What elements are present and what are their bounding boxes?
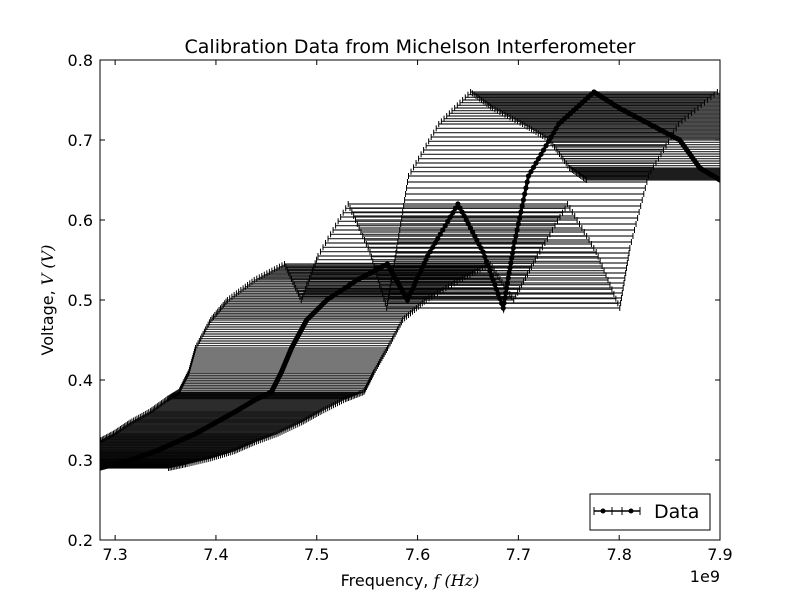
legend-marker	[593, 507, 641, 515]
x-axis-label-text: Frequency,	[341, 571, 434, 590]
legend-box	[589, 493, 711, 531]
x-offset-label: 1e9	[690, 567, 720, 586]
y-tick-label: 0.3	[68, 451, 93, 470]
data-line	[100, 90, 720, 470]
y-tick-label: 0.2	[68, 531, 93, 550]
x-axis-label: Frequency, f (Hz)	[341, 571, 480, 590]
legend: Data	[589, 493, 711, 531]
y-axis-label: Voltage, V (V)	[38, 245, 57, 356]
chart-title: Calibration Data from Michelson Interfer…	[185, 36, 636, 58]
data-series-group	[100, 89, 720, 471]
y-tick-label: 0.5	[68, 291, 93, 310]
x-tick-label: 7.7	[506, 545, 531, 564]
y-tick-label: 0.6	[68, 211, 93, 230]
x-tick-label: 7.4	[203, 545, 228, 564]
x-tick-label: 7.6	[405, 545, 430, 564]
legend-dot-left	[600, 508, 606, 514]
y-axis-label-text: Voltage,	[38, 285, 57, 355]
legend-label: Data	[654, 501, 699, 523]
y-tick-label: 0.8	[68, 51, 93, 70]
x-tick-label: 7.5	[304, 545, 329, 564]
y-axis-label-math: V (V)	[38, 245, 57, 286]
x-tick-label: 7.8	[606, 545, 631, 564]
legend-dot-right	[628, 508, 634, 514]
y-tick-label: 0.4	[68, 371, 93, 390]
x-axis-label-math: f (Hz)	[432, 571, 479, 590]
x-tick-label: 7.3	[102, 545, 127, 564]
tick-group: 7.3 7.4 7.5 7.6 7.7 7.8 7.9 0.2 0.3 0.4 0.5 0.6 0.7 0…	[68, 51, 733, 564]
y-tick-label: 0.7	[68, 131, 93, 150]
x-tick-label: 7.9	[707, 545, 732, 564]
